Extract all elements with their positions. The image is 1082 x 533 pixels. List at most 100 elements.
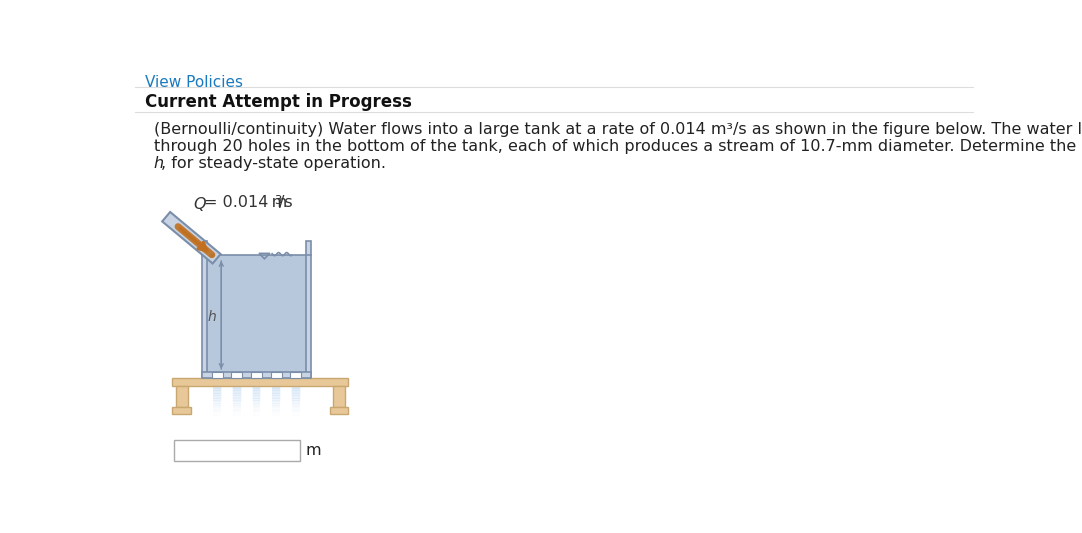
Bar [292, 410, 300, 414]
Bar [253, 410, 261, 414]
Bar [273, 393, 280, 396]
Text: 3: 3 [275, 193, 282, 207]
Bar [292, 408, 300, 411]
Bar [213, 383, 221, 386]
Bar [253, 393, 261, 396]
Bar [213, 393, 221, 396]
Bar [232, 372, 242, 378]
Bar [291, 382, 301, 386]
Text: $Q$: $Q$ [194, 195, 208, 213]
Bar [233, 410, 240, 414]
Bar [253, 405, 261, 408]
Bar [253, 378, 261, 381]
Bar [172, 378, 348, 386]
Bar [212, 378, 222, 383]
Bar [253, 400, 261, 403]
Bar [253, 388, 261, 391]
Bar [292, 378, 300, 381]
Bar [233, 385, 240, 389]
Text: through 20 holes in the bottom of the tank, each of which produces a stream of 1: through 20 holes in the bottom of the ta… [154, 140, 1082, 155]
Bar [252, 393, 261, 398]
Bar [233, 381, 240, 384]
Bar [292, 388, 300, 391]
Bar [253, 408, 261, 411]
Bar [233, 403, 240, 406]
Bar [291, 386, 301, 391]
Bar [273, 398, 280, 401]
Bar [233, 393, 240, 396]
Bar [273, 403, 280, 406]
Bar [273, 395, 280, 399]
Bar [251, 372, 262, 378]
Bar [213, 398, 221, 401]
Bar [290, 372, 301, 378]
Bar [253, 385, 261, 389]
Bar [233, 398, 241, 402]
Bar [233, 383, 240, 386]
Bar [208, 255, 306, 372]
Text: /s: /s [279, 195, 293, 210]
Text: h: h [154, 156, 164, 172]
Bar [253, 395, 261, 399]
Bar [253, 403, 261, 406]
Bar [292, 400, 300, 403]
Bar [292, 385, 300, 389]
Bar [213, 381, 221, 384]
Bar [292, 398, 300, 401]
Bar [272, 398, 281, 402]
Bar [272, 386, 281, 391]
Bar [172, 407, 192, 414]
Text: = 0.014 m: = 0.014 m [204, 195, 288, 210]
Bar [212, 398, 222, 402]
Bar [213, 388, 221, 391]
Bar [273, 378, 280, 381]
Bar [233, 382, 241, 386]
Bar [292, 395, 300, 399]
Bar [292, 391, 300, 394]
Bar [292, 381, 300, 384]
Bar [272, 382, 281, 386]
Bar [291, 393, 301, 398]
Bar [233, 400, 240, 403]
Bar [213, 391, 221, 394]
Bar [292, 413, 300, 416]
Bar [273, 408, 280, 411]
Bar [252, 386, 261, 391]
Bar [233, 413, 240, 416]
Bar [291, 398, 301, 402]
Bar [233, 386, 241, 391]
Bar [252, 382, 261, 386]
Bar [272, 390, 281, 394]
Bar [273, 383, 280, 386]
Bar [213, 395, 221, 399]
Bar [213, 385, 221, 389]
Bar [273, 405, 280, 408]
Bar [272, 393, 281, 398]
Bar [273, 391, 280, 394]
Bar [212, 393, 222, 398]
Bar [212, 372, 223, 378]
Bar [213, 400, 221, 403]
Text: h: h [208, 310, 216, 324]
Bar [292, 383, 300, 386]
Bar [273, 388, 280, 391]
Bar [273, 381, 280, 384]
Bar [253, 413, 261, 416]
Bar [306, 241, 312, 377]
Bar [233, 391, 240, 394]
Bar [233, 405, 240, 408]
Bar [291, 378, 301, 383]
Bar [212, 390, 222, 394]
Bar [202, 241, 208, 377]
Bar [233, 378, 241, 383]
Bar [253, 381, 261, 384]
Bar [253, 398, 261, 401]
Bar [233, 408, 240, 411]
Bar [292, 403, 300, 406]
Bar [270, 372, 281, 378]
Bar [233, 395, 240, 399]
Bar [253, 391, 261, 394]
Bar [174, 440, 300, 461]
Text: m: m [306, 443, 321, 458]
Bar [292, 405, 300, 408]
